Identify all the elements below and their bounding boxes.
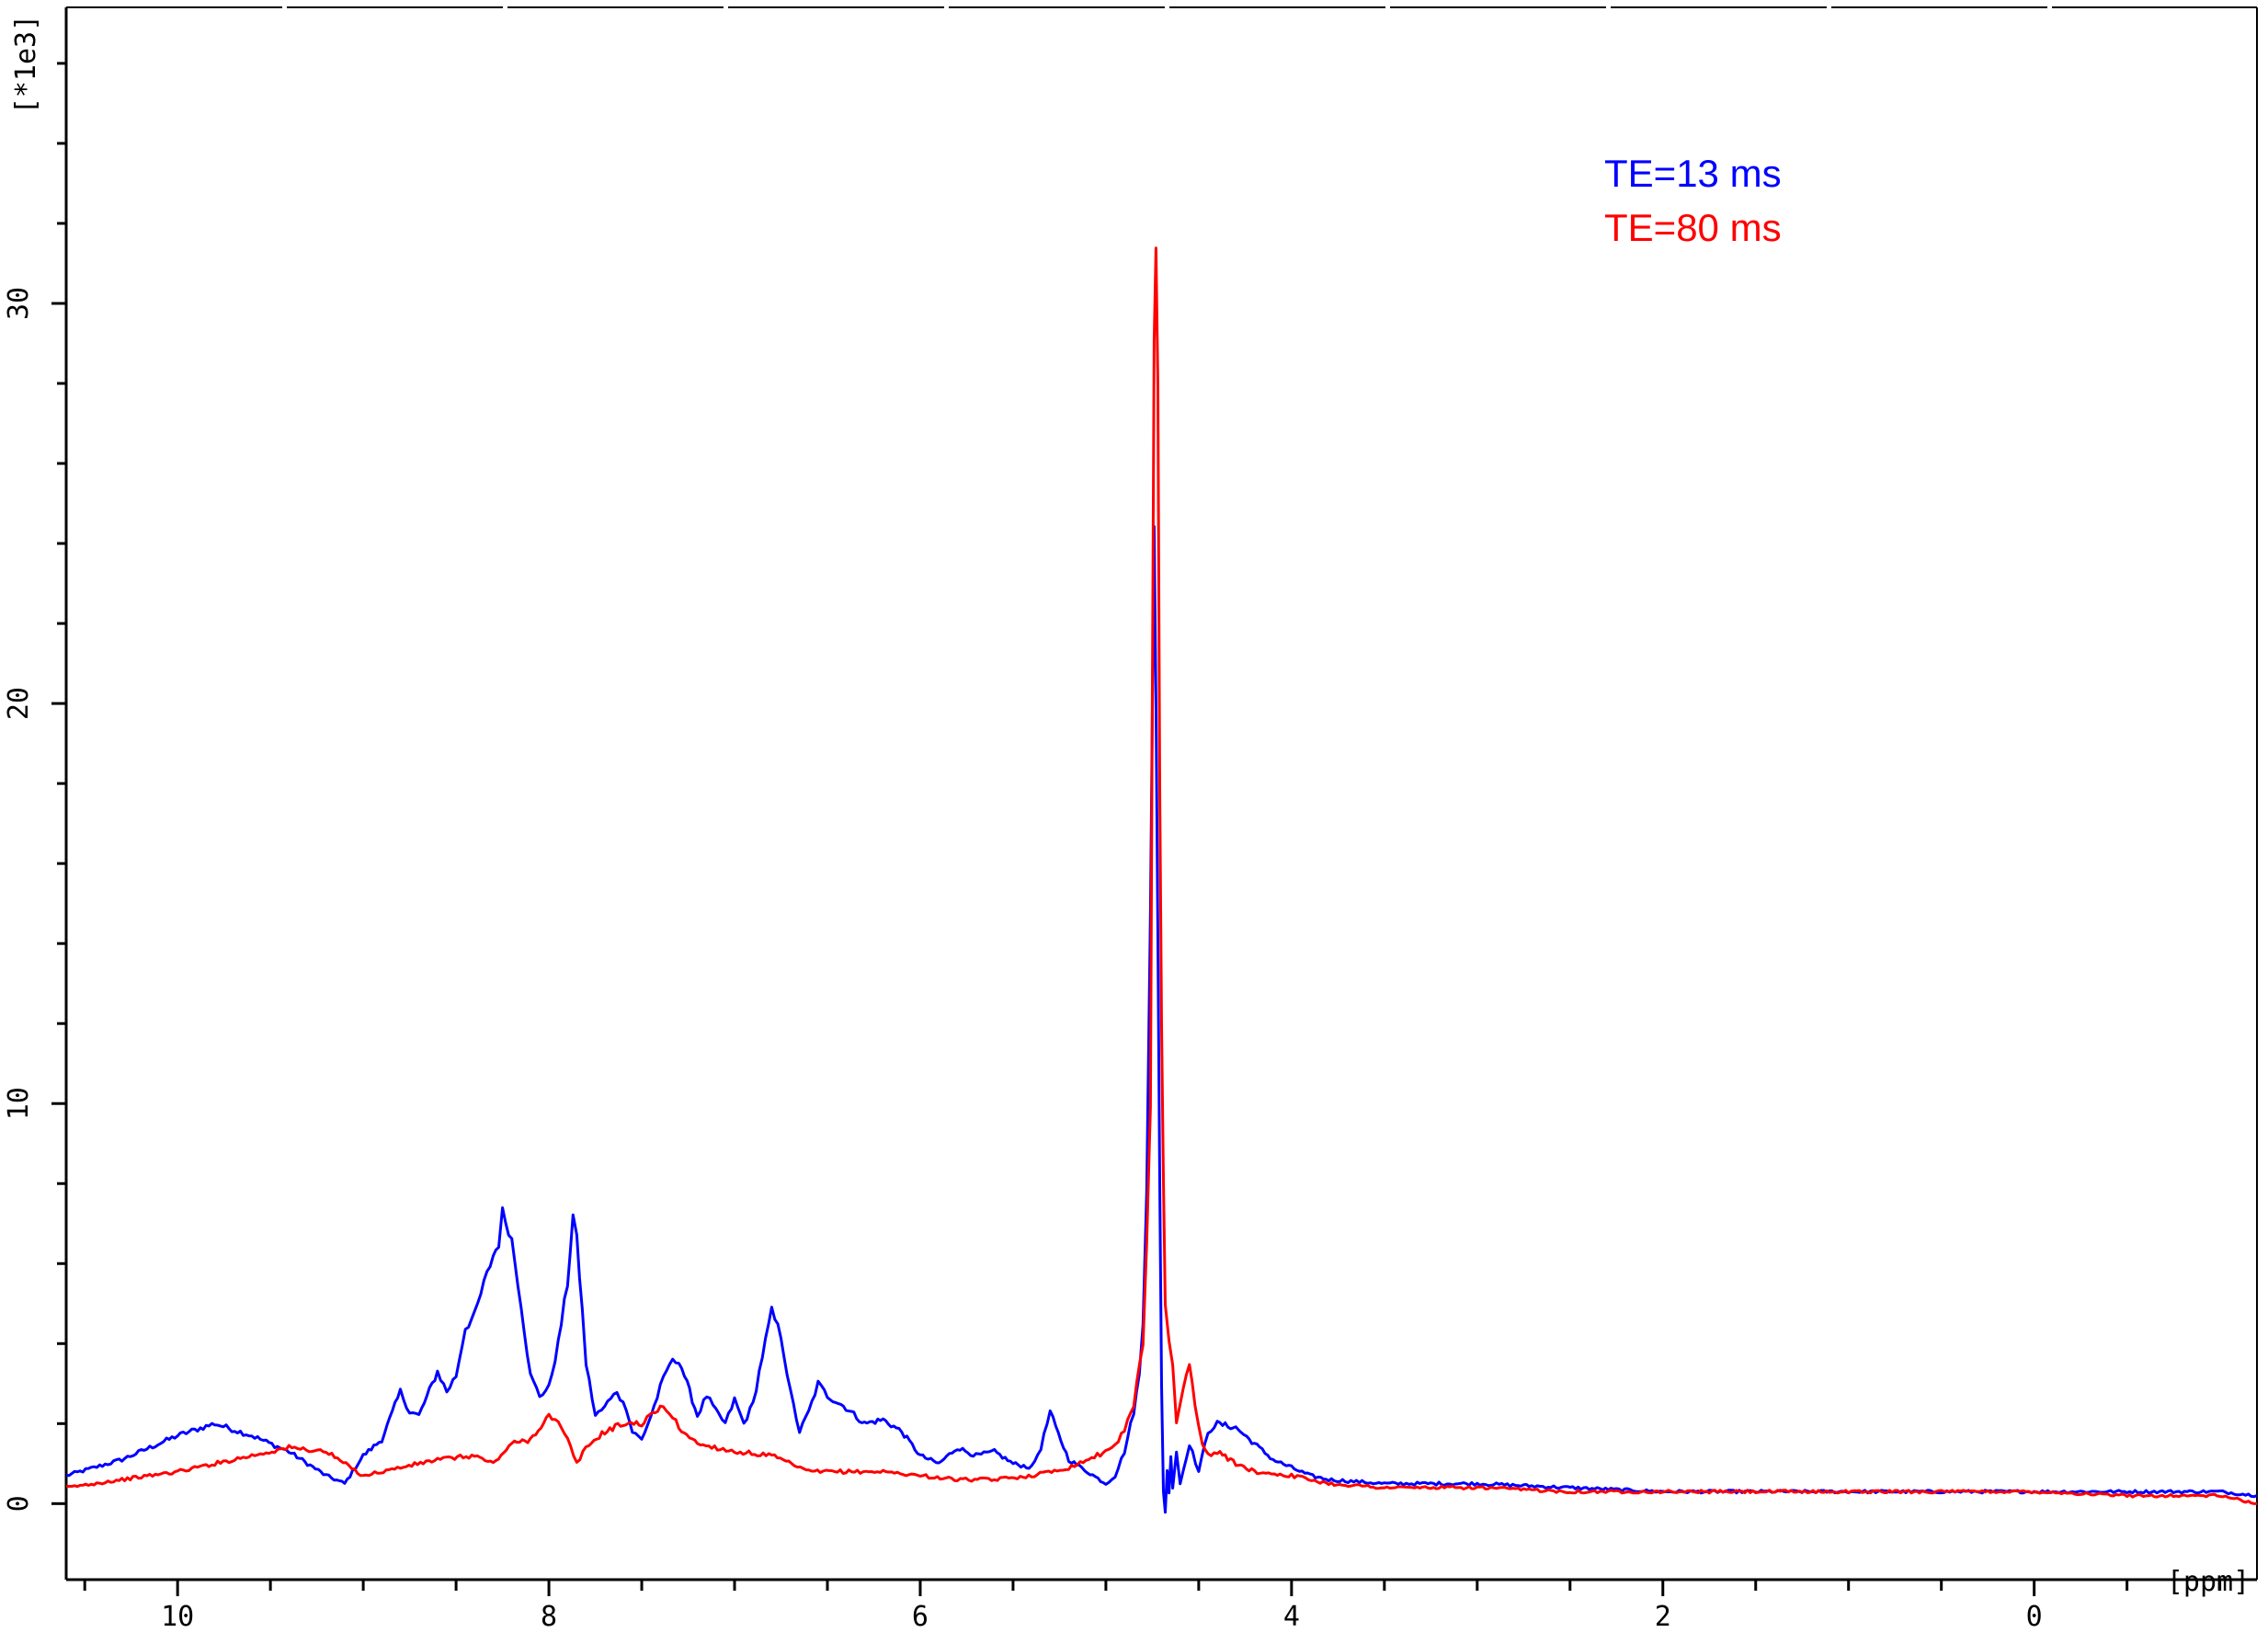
series-layer — [65, 246, 2258, 1514]
y-tick-label: 0 — [3, 1495, 35, 1512]
x-tick-label: 6 — [912, 1601, 929, 1633]
series-line-te80 — [66, 246, 2258, 1505]
x-tick-label: 10 — [161, 1601, 194, 1633]
legend: TE=13 ms TE=80 ms — [1604, 152, 1782, 249]
legend-label-te13: TE=13 ms — [1604, 152, 1782, 195]
y-unit-label: [*1e3] — [10, 15, 42, 114]
x-tick-label: 2 — [1655, 1601, 1671, 1633]
y-tick-label: 20 — [3, 687, 35, 720]
x-tick-label: 8 — [541, 1601, 557, 1633]
y-tick-label: 10 — [3, 1087, 35, 1120]
x-unit-label: [ppm] — [2167, 1566, 2250, 1598]
x-tick-label: 4 — [1283, 1601, 1300, 1633]
legend-label-te80: TE=80 ms — [1604, 206, 1782, 249]
y-tick-label: 30 — [3, 287, 35, 320]
x-tick-label: 0 — [2026, 1601, 2043, 1633]
